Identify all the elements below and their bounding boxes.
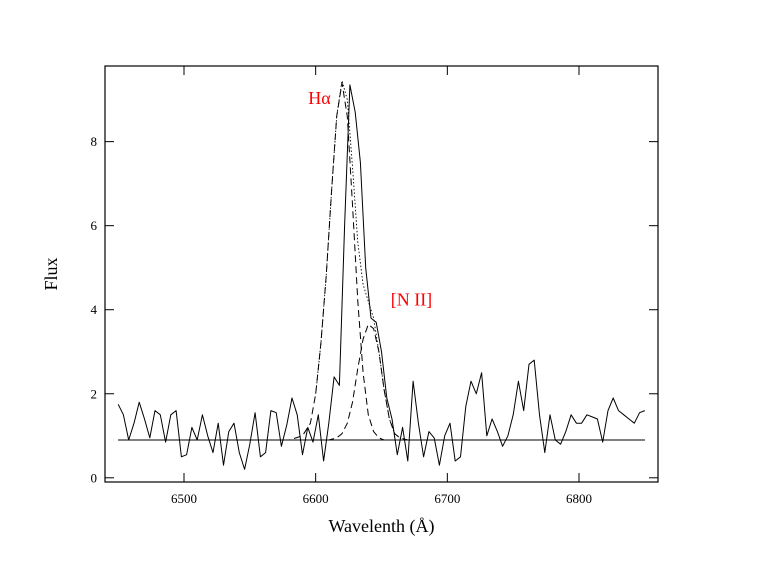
y-tick-label-1: 2 (91, 386, 98, 401)
x-tick-label-2: 6700 (434, 491, 460, 506)
series-line-solid-0 (117, 84, 645, 470)
series-line-dashed-1 (118, 82, 645, 441)
x-tick-label-1: 6600 (303, 491, 329, 506)
axis-ticks (105, 66, 658, 482)
x-tick-label-0: 6500 (171, 491, 197, 506)
plot-marks (117, 80, 645, 470)
axis-tick-labels: 6500 6600 6700 6800 0 2 4 6 8 (91, 134, 593, 506)
x-axis-title: Wavelenth (Å) (328, 516, 434, 537)
y-tick-label-0: 0 (91, 470, 98, 485)
nii-annotation: [N II] (391, 290, 432, 310)
y-tick-label-4: 8 (91, 134, 98, 149)
y-axis-title: Flux (41, 257, 61, 290)
series-line-dotted-3 (315, 80, 421, 441)
x-tick-label-3: 6800 (566, 491, 592, 506)
y-tick-label-3: 6 (91, 218, 98, 233)
series-line-dashed-2 (118, 323, 645, 441)
h-alpha-annotation: Hα (308, 88, 331, 108)
plot-frame (104, 65, 659, 483)
y-tick-label-2: 4 (91, 302, 98, 317)
